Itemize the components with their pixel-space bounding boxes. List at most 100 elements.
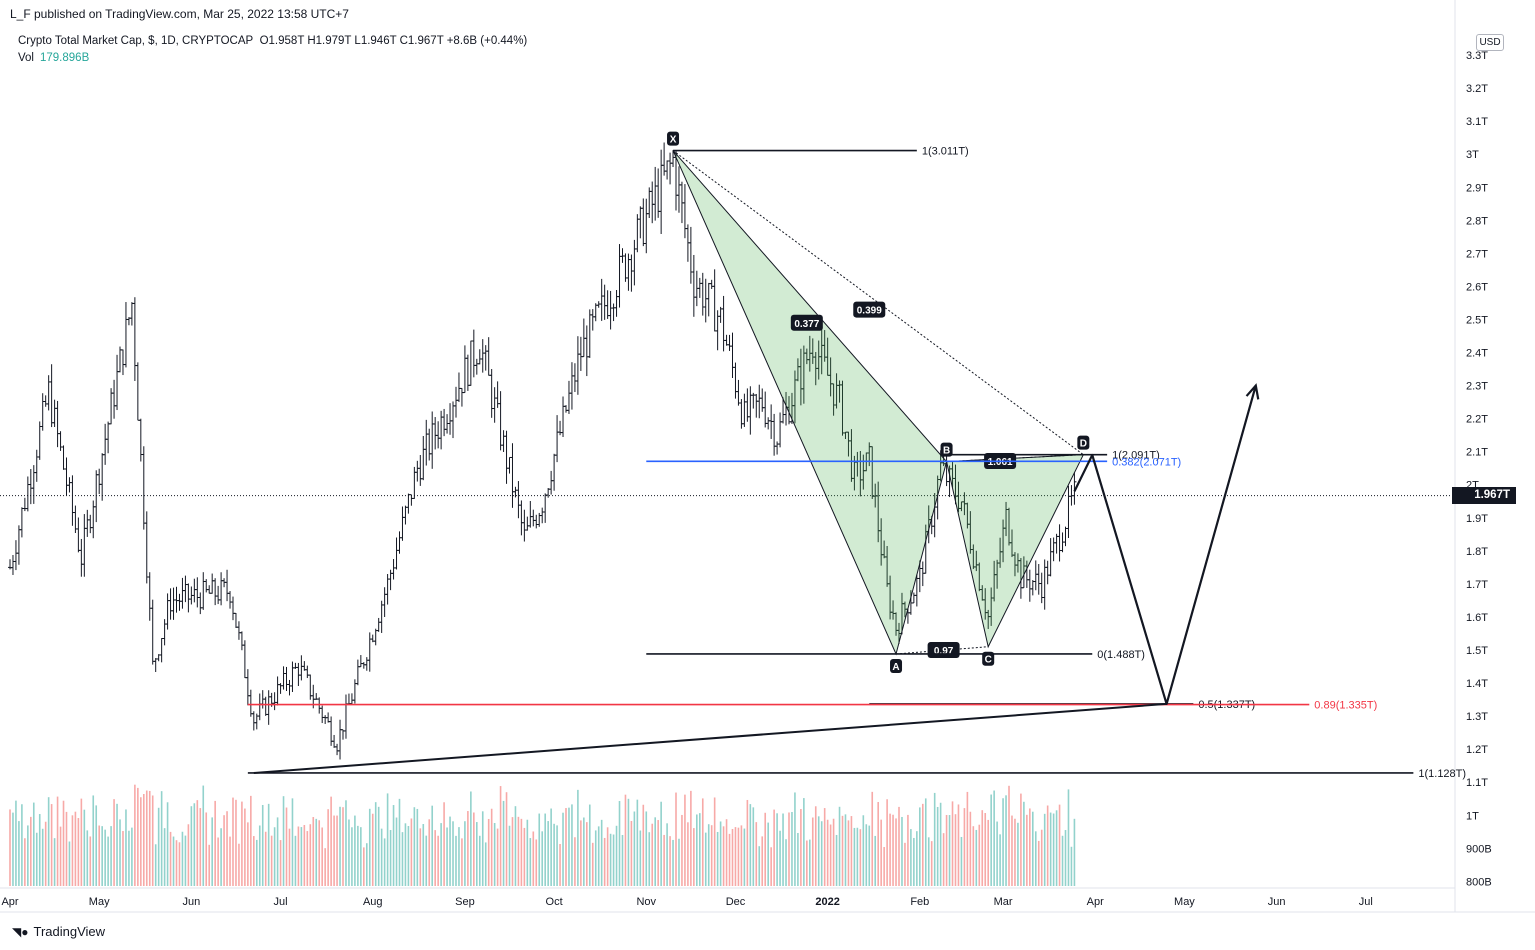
ohlc-bar	[115, 354, 120, 411]
volume-bar	[342, 807, 344, 886]
x-tick-label: Jun	[182, 896, 200, 908]
fib-level-label: 0.89(1.335T)	[1314, 700, 1377, 712]
volume-bar	[630, 820, 633, 886]
ohlc-bar	[367, 632, 372, 672]
volume-bar	[1031, 811, 1034, 886]
volume-bar	[24, 838, 26, 886]
volume-bar	[247, 822, 249, 886]
ohlc-bar	[37, 421, 42, 460]
x-tick-label: Nov	[636, 896, 656, 908]
volume-bar	[853, 827, 856, 886]
ohlc-bar	[272, 692, 277, 711]
volume-bar	[131, 827, 133, 886]
ohlc-bar	[233, 612, 238, 628]
ohlc-bar	[278, 683, 283, 694]
volume-bar	[829, 824, 832, 886]
y-tick-label: 3.2T	[1466, 83, 1488, 95]
volume-bar	[235, 799, 237, 886]
volume-bar	[464, 821, 466, 886]
volume-bar	[110, 826, 112, 886]
volume-bar	[963, 808, 966, 886]
ohlc-bar	[668, 152, 673, 185]
volume-bar	[600, 819, 603, 886]
volume-bar	[365, 843, 368, 886]
volume-bar	[556, 825, 558, 886]
y-tick-label: 2.8T	[1466, 215, 1488, 227]
volume-bar	[128, 830, 130, 886]
ohlc-bar	[1048, 538, 1053, 577]
ohlc-bar	[284, 666, 289, 692]
pattern-point-label: D	[1080, 439, 1087, 450]
ohlc-bar	[338, 719, 343, 760]
volume-bar	[505, 792, 508, 886]
ohlc-bar	[397, 531, 402, 554]
volume-bar	[449, 816, 451, 886]
symbol-description[interactable]: Crypto Total Market Cap, $, 1D, CRYPTOCA…	[18, 35, 254, 47]
volume-bar	[898, 806, 900, 886]
volume-bar	[12, 812, 14, 886]
volume-bar	[791, 812, 793, 886]
volume-bar	[916, 831, 918, 886]
volume-bar	[166, 802, 169, 886]
ohlc-bar	[100, 453, 105, 501]
volume-bar	[568, 807, 570, 886]
ohlc-bar	[183, 575, 188, 603]
volume-bar	[77, 818, 80, 886]
volume-bar	[919, 807, 921, 886]
volume-bar	[345, 800, 347, 886]
volume-bar	[1073, 818, 1076, 886]
volume-bar	[502, 800, 505, 886]
ohlc-bar	[147, 572, 152, 621]
volume-bar	[877, 802, 879, 886]
currency-badge[interactable]: USD	[1476, 34, 1504, 51]
ohlc-bar	[581, 318, 586, 358]
tradingview-logo-icon: ◥●	[12, 924, 29, 939]
ohlc-bar	[251, 711, 256, 731]
pattern-point-badge	[940, 442, 953, 457]
volume-bar	[244, 808, 246, 886]
volume-bar	[389, 830, 392, 886]
volume-bar	[927, 837, 930, 886]
volume-bar	[47, 797, 50, 886]
volume-bar	[140, 797, 142, 886]
ohlc-bar	[43, 395, 48, 407]
ohlc-bar	[1066, 485, 1071, 538]
y-tick-label: 2.7T	[1466, 248, 1488, 260]
ohlc-bar	[489, 369, 494, 418]
volume-bar	[339, 806, 341, 886]
ohlc-bar	[1030, 580, 1035, 596]
volume-bar	[145, 790, 148, 886]
volume-bar	[315, 818, 318, 886]
volume-bar	[1037, 840, 1040, 886]
volume-bar	[255, 839, 258, 886]
volume-bar	[562, 812, 564, 886]
volume-bar	[684, 794, 686, 886]
chart-legend: Crypto Total Market Cap, $, 1D, CRYPTOCA…	[18, 33, 527, 67]
ohlc-bar	[382, 587, 387, 617]
ohlc-bar	[569, 362, 574, 410]
volume-bar	[701, 798, 704, 886]
volume-bar	[134, 784, 136, 886]
volume-bar	[484, 842, 487, 886]
volume-bar	[814, 806, 817, 886]
volume-label[interactable]: Vol	[18, 52, 34, 64]
ohlc-bar	[572, 363, 577, 393]
volume-bar	[190, 806, 193, 886]
volume-bar	[193, 803, 196, 886]
volume-bar	[416, 808, 419, 886]
ohlc-bar	[1036, 564, 1041, 595]
ohlc-bar	[88, 514, 93, 534]
ohlc-bar	[186, 583, 191, 613]
x-tick-label: Dec	[726, 896, 746, 908]
y-tick-label: 2.2T	[1466, 414, 1488, 426]
volume-bar	[603, 837, 606, 886]
ohlc-bar	[552, 453, 557, 491]
volume-bar	[993, 790, 995, 886]
volume-bar	[440, 823, 442, 886]
volume-bar	[404, 823, 407, 886]
volume-bar	[392, 805, 395, 886]
ohlc-bar	[266, 690, 271, 725]
ohlc-bar	[605, 290, 610, 319]
volume-bar	[749, 804, 752, 886]
